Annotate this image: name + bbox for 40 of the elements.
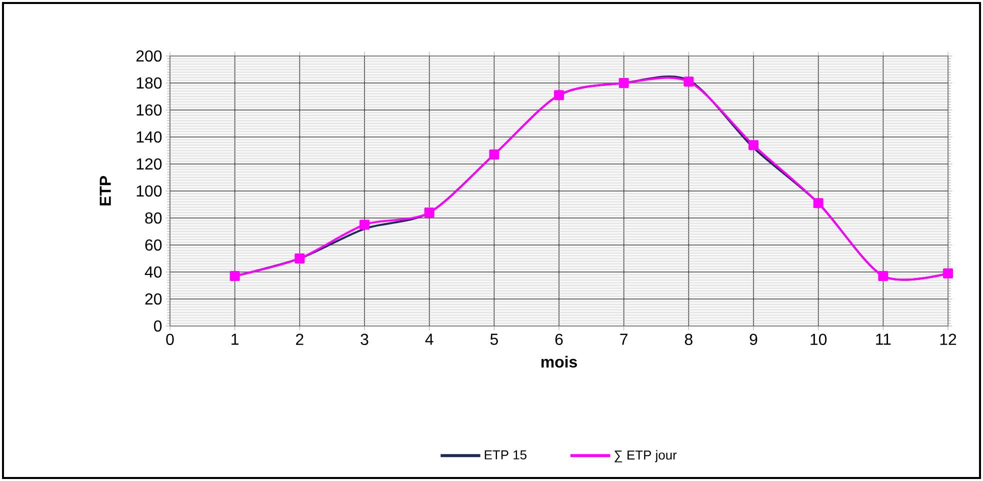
point <box>813 198 824 208</box>
x-tick-label: 1 <box>232 334 238 345</box>
point <box>489 150 500 160</box>
x-tick-label: 7 <box>620 334 628 345</box>
point <box>360 220 370 230</box>
y-tick-label: 40 <box>144 266 162 278</box>
y-tick-label: 180 <box>136 77 162 89</box>
x-tick-label: 11 <box>876 334 891 345</box>
point <box>684 76 694 87</box>
point <box>230 271 240 282</box>
y-tick-label: 20 <box>145 293 162 305</box>
point <box>943 268 954 278</box>
legend-label: ETP 15 <box>484 450 526 460</box>
x-tick-label: 10 <box>810 334 827 346</box>
y-tick-label: 80 <box>145 212 162 224</box>
y-tick-label: 0 <box>154 320 162 332</box>
y-tick-label: 140 <box>136 131 162 143</box>
x-tick-label: 12 <box>940 334 956 345</box>
point <box>748 140 759 150</box>
x-tick-label: 6 <box>555 334 563 346</box>
x-tick-label: 4 <box>425 334 434 345</box>
point <box>618 78 629 88</box>
x-tick-label: 8 <box>684 334 692 346</box>
x-tick-label: 9 <box>750 334 758 346</box>
legend-label: ∑ ETP jour <box>614 450 677 462</box>
point <box>424 208 434 218</box>
y-tick-label: 120 <box>136 158 162 170</box>
point <box>294 254 305 264</box>
x-axis-title: mois <box>541 356 577 368</box>
x-tick-label: 3 <box>360 334 368 346</box>
point <box>878 271 888 282</box>
y-tick-label: 60 <box>145 239 162 251</box>
y-tick-label: 200 <box>136 50 162 62</box>
x-tick-label: 5 <box>490 334 498 345</box>
y-tick-label: 100 <box>136 185 162 197</box>
y-axis-title: ETP <box>100 176 111 206</box>
x-tick-label: 0 <box>166 334 174 346</box>
point <box>554 90 564 100</box>
y-tick-label: 160 <box>136 104 162 116</box>
x-tick-label: 2 <box>296 334 304 345</box>
